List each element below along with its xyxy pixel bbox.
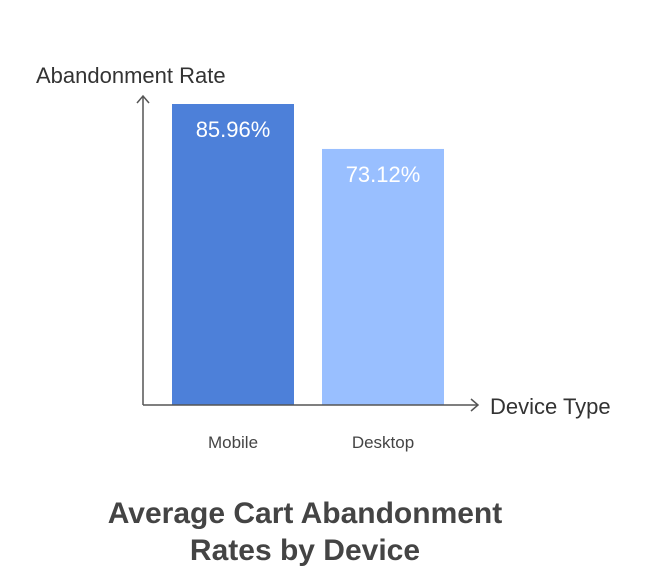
y-axis-arrowhead: [136, 94, 150, 104]
data-label-desktop: 73.12%: [346, 162, 421, 187]
y-axis-label: Abandonment Rate: [36, 63, 226, 88]
x-tick-labels: Mobile Desktop: [208, 433, 414, 452]
chart-title-line-2: Rates by Device: [189, 534, 421, 567]
bar-mobile: [172, 104, 294, 405]
bars-layer: [172, 104, 444, 405]
x-axis-arrowhead: [470, 398, 480, 412]
bar-desktop: [322, 148, 444, 405]
data-labels: 85.96% 73.12%: [196, 117, 421, 187]
x-tick-label-desktop: Desktop: [352, 433, 414, 452]
axes: [136, 94, 480, 412]
data-label-mobile: 85.96%: [196, 117, 271, 142]
chart-title-line-1: Average Cart Abandonment: [107, 497, 503, 530]
chart-title: Average Cart Abandonment Rates by Device: [0, 495, 610, 569]
x-axis-label: Device Type: [490, 394, 611, 419]
x-tick-label-mobile: Mobile: [208, 433, 258, 452]
